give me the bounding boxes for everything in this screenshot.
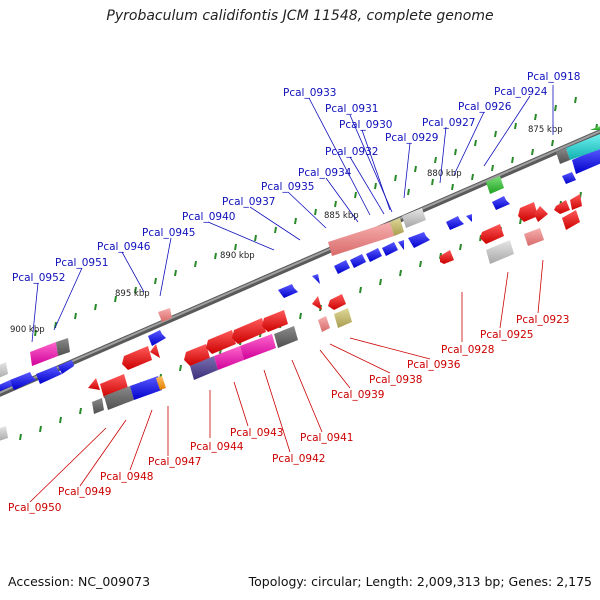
gene-label-pcal-0952: Pcal_0952 bbox=[12, 272, 65, 284]
gene-label-pcal-0932: Pcal_0932 bbox=[325, 146, 378, 158]
gene-label-pcal-0923: Pcal_0923 bbox=[516, 314, 569, 326]
gene-label-pcal-0933: Pcal_0933 bbox=[283, 87, 336, 99]
gene-label-pcal-0934: Pcal_0934 bbox=[298, 167, 352, 179]
gene-label-pcal-0942: Pcal_0942 bbox=[272, 453, 325, 465]
scale-label-900: 900 kbp bbox=[10, 325, 45, 335]
scale-ticks-upper bbox=[34, 96, 577, 337]
map-title: Pyrobaculum calidifontis JCM 11548, comp… bbox=[106, 8, 494, 24]
scale-label-885: 885 kbp bbox=[324, 211, 359, 221]
gene-label-pcal-0943: Pcal_0943 bbox=[230, 427, 283, 439]
gene-label-pcal-0935: Pcal_0935 bbox=[261, 181, 314, 193]
scale-label-880: 880 kbp bbox=[427, 169, 462, 179]
gene-label-pcal-0948: Pcal_0948 bbox=[100, 471, 153, 483]
reverse-gene-labels: Pcal_0923 Pcal_0925 Pcal_0928 Pcal_0936 … bbox=[8, 314, 569, 514]
label-connectors-top bbox=[31, 85, 554, 343]
gene-label-pcal-0945: Pcal_0945 bbox=[142, 227, 195, 239]
gene-label-pcal-0949: Pcal_0949 bbox=[58, 486, 111, 498]
gene-label-pcal-0931: Pcal_0931 bbox=[325, 103, 378, 115]
gene-label-pcal-0926: Pcal_0926 bbox=[458, 101, 512, 113]
accession-text: Accession: NC_009073 bbox=[8, 574, 151, 589]
gene-label-pcal-0939: Pcal_0939 bbox=[331, 389, 384, 401]
gene-label-pcal-0950: Pcal_0950 bbox=[8, 502, 61, 514]
gene-label-pcal-0937: Pcal_0937 bbox=[222, 196, 275, 208]
gene-label-pcal-0936: Pcal_0936 bbox=[407, 359, 461, 371]
gene-label-pcal-0938: Pcal_0938 bbox=[369, 374, 422, 386]
scale-label-875: 875 kbp bbox=[528, 125, 563, 135]
label-connectors-bottom bbox=[29, 259, 544, 503]
gene-label-pcal-0930: Pcal_0930 bbox=[339, 119, 392, 131]
gene-label-pcal-0946: Pcal_0946 bbox=[97, 241, 151, 253]
gene-label-pcal-0941: Pcal_0941 bbox=[300, 432, 353, 444]
gene-label-pcal-0951: Pcal_0951 bbox=[55, 257, 108, 269]
gene-label-pcal-0927: Pcal_0927 bbox=[422, 117, 475, 129]
gene-label-pcal-0918: Pcal_0918 bbox=[527, 71, 580, 83]
forward-strand-genes bbox=[0, 126, 600, 392]
gene-label-pcal-0928: Pcal_0928 bbox=[441, 344, 494, 356]
gene-label-pcal-0925: Pcal_0925 bbox=[480, 329, 533, 341]
forward-gene-labels: Pcal_0918 Pcal_0924 Pcal_0926 Pcal_0927 … bbox=[12, 71, 580, 284]
topology-text: Topology: circular; Length: 2,009,313 bp… bbox=[248, 574, 592, 589]
scale-label-895: 895 kbp bbox=[115, 289, 150, 299]
genome-backbone bbox=[0, 129, 600, 397]
gene-label-pcal-0929: Pcal_0929 bbox=[385, 132, 438, 144]
gene-label-pcal-0940: Pcal_0940 bbox=[182, 211, 235, 223]
gene-label-pcal-0924: Pcal_0924 bbox=[494, 86, 548, 98]
scale-label-890: 890 kbp bbox=[220, 251, 255, 261]
reverse-strand-genes bbox=[0, 194, 582, 441]
gene-label-pcal-0947: Pcal_0947 bbox=[148, 456, 201, 468]
gene-label-pcal-0944: Pcal_0944 bbox=[190, 441, 244, 453]
